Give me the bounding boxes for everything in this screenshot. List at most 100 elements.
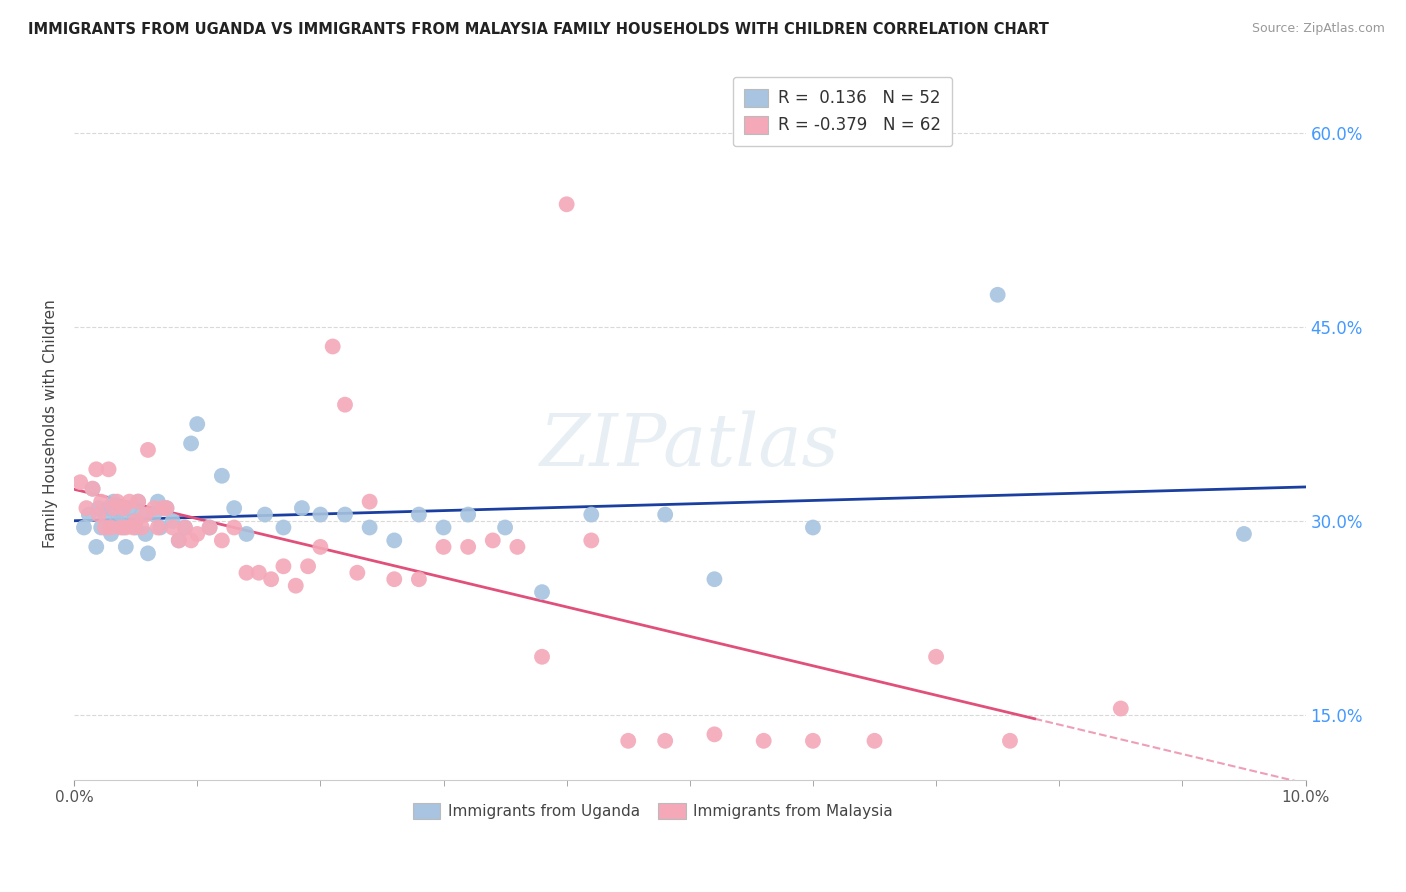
Point	[432, 520, 454, 534]
Point	[84, 462, 107, 476]
Point	[198, 520, 221, 534]
Point	[100, 527, 122, 541]
Point	[186, 417, 208, 431]
Point	[309, 508, 332, 522]
Point	[87, 501, 110, 516]
Point	[110, 508, 132, 522]
Point	[273, 520, 295, 534]
Point	[180, 533, 202, 548]
Point	[359, 520, 381, 534]
Point	[77, 508, 100, 522]
Point	[146, 520, 169, 534]
Point	[581, 533, 603, 548]
Point	[863, 734, 886, 748]
Point	[103, 494, 125, 508]
Point	[118, 494, 141, 508]
Point	[531, 649, 554, 664]
Point	[273, 559, 295, 574]
Point	[112, 501, 135, 516]
Point	[110, 520, 132, 534]
Point	[162, 520, 184, 534]
Point	[186, 527, 208, 541]
Point	[801, 734, 824, 748]
Point	[801, 520, 824, 534]
Point	[654, 734, 676, 748]
Point	[752, 734, 775, 748]
Point	[136, 546, 159, 560]
Point	[82, 482, 104, 496]
Point	[103, 501, 125, 516]
Point	[100, 520, 122, 534]
Point	[322, 339, 344, 353]
Point	[211, 533, 233, 548]
Point	[260, 572, 283, 586]
Point	[131, 520, 153, 534]
Point	[235, 566, 257, 580]
Point	[162, 514, 184, 528]
Point	[457, 540, 479, 554]
Point	[382, 572, 405, 586]
Point	[925, 649, 948, 664]
Point	[309, 540, 332, 554]
Point	[703, 572, 725, 586]
Text: Source: ZipAtlas.com: Source: ZipAtlas.com	[1251, 22, 1385, 36]
Point	[457, 508, 479, 522]
Point	[555, 197, 578, 211]
Text: IMMIGRANTS FROM UGANDA VS IMMIGRANTS FROM MALAYSIA FAMILY HOUSEHOLDS WITH CHILDR: IMMIGRANTS FROM UGANDA VS IMMIGRANTS FRO…	[28, 22, 1049, 37]
Point	[531, 585, 554, 599]
Point	[174, 520, 197, 534]
Point	[617, 734, 640, 748]
Point	[112, 520, 135, 534]
Point	[75, 501, 97, 516]
Point	[224, 501, 246, 516]
Point	[134, 527, 156, 541]
Point	[382, 533, 405, 548]
Point	[481, 533, 503, 548]
Point	[333, 398, 356, 412]
Point	[155, 501, 177, 516]
Point	[654, 508, 676, 522]
Point	[211, 468, 233, 483]
Point	[114, 520, 136, 534]
Point	[94, 520, 117, 534]
Point	[127, 494, 149, 508]
Y-axis label: Family Households with Children: Family Households with Children	[44, 300, 58, 549]
Point	[122, 514, 145, 528]
Point	[118, 501, 141, 516]
Point	[149, 520, 172, 534]
Point	[167, 533, 190, 548]
Point	[581, 508, 603, 522]
Point	[1233, 527, 1256, 541]
Point	[84, 540, 107, 554]
Point	[94, 508, 117, 522]
Point	[87, 508, 110, 522]
Point	[82, 482, 104, 496]
Point	[235, 527, 257, 541]
Point	[105, 494, 128, 508]
Point	[174, 520, 197, 534]
Point	[143, 508, 166, 522]
Point	[224, 520, 246, 534]
Point	[359, 494, 381, 508]
Point	[408, 508, 430, 522]
Text: ZIPatlas: ZIPatlas	[540, 410, 839, 481]
Point	[114, 540, 136, 554]
Point	[134, 508, 156, 522]
Point	[333, 508, 356, 522]
Point	[136, 442, 159, 457]
Point	[97, 462, 120, 476]
Point	[284, 579, 307, 593]
Point	[124, 520, 146, 534]
Point	[90, 494, 112, 508]
Point	[146, 494, 169, 508]
Legend: Immigrants from Uganda, Immigrants from Malaysia: Immigrants from Uganda, Immigrants from …	[406, 797, 900, 825]
Point	[494, 520, 516, 534]
Point	[346, 566, 368, 580]
Point	[291, 501, 314, 516]
Point	[506, 540, 529, 554]
Point	[998, 734, 1021, 748]
Point	[408, 572, 430, 586]
Point	[69, 475, 91, 490]
Point	[155, 501, 177, 516]
Point	[152, 501, 174, 516]
